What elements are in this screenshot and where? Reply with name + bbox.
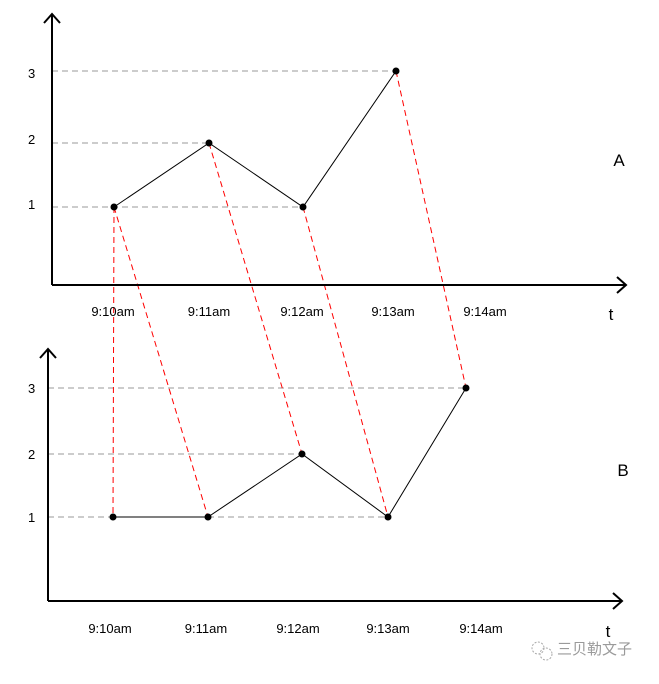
- y-tick-label: 2: [28, 132, 35, 147]
- data-point: [462, 384, 470, 392]
- link-line: [112, 206, 115, 518]
- watermark: 三贝勒文子: [531, 641, 632, 661]
- data-point: [205, 139, 213, 147]
- y-tick-label: 2: [28, 447, 35, 462]
- x-tick-label: 9:14am: [463, 304, 506, 319]
- panel-label: A: [613, 151, 625, 170]
- axes: [39, 12, 628, 610]
- link-line: [395, 70, 467, 389]
- x-tick-label: 9:10am: [88, 621, 131, 636]
- x-tick-label: 9:12am: [276, 621, 319, 636]
- x-tick-label: 9:13am: [371, 304, 414, 319]
- x-tick-label: 9:11am: [185, 621, 227, 636]
- link-line: [208, 142, 303, 455]
- x-tick-label: 9:12am: [280, 304, 323, 319]
- data-point: [384, 513, 392, 521]
- link-line: [113, 206, 209, 518]
- y-tick-label: 3: [28, 381, 35, 396]
- x-tick-label: 9:10am: [91, 304, 134, 319]
- data-point: [392, 67, 400, 75]
- y-axis-arrow-icon: [39, 347, 57, 359]
- watermark-text: 三贝勒文子: [557, 641, 632, 658]
- series-lines: [109, 67, 470, 521]
- series-line-B: [113, 387, 467, 518]
- data-point: [299, 203, 307, 211]
- data-point: [298, 450, 306, 458]
- x-tick-label: 9:13am: [366, 621, 409, 636]
- grid-lines: [48, 70, 466, 518]
- y-tick-label: 3: [28, 66, 35, 81]
- link-line: [302, 206, 389, 518]
- series-line-A: [113, 70, 397, 208]
- data-point: [110, 203, 118, 211]
- data-point: [109, 513, 117, 521]
- wechat-icon: [531, 641, 553, 661]
- x-axis-arrow-icon: [612, 592, 624, 610]
- y-tick-label: 1: [28, 197, 35, 212]
- x-tick-label: 9:11am: [188, 304, 230, 319]
- labels: 1 2 3 9:10am 9:11am 9:12am 9:13am 9:14am At 1 2 3 9:…: [28, 66, 629, 641]
- link-lines: [112, 70, 467, 518]
- panel-label: B: [617, 461, 628, 480]
- x-tick-label: 9:14am: [459, 621, 502, 636]
- y-tick-label: 1: [28, 510, 35, 525]
- x-axis-label: t: [609, 305, 614, 324]
- y-axis-arrow-icon: [43, 12, 61, 24]
- data-point: [204, 513, 212, 521]
- x-axis-label: t: [606, 622, 611, 641]
- x-axis-arrow-icon: [616, 276, 628, 294]
